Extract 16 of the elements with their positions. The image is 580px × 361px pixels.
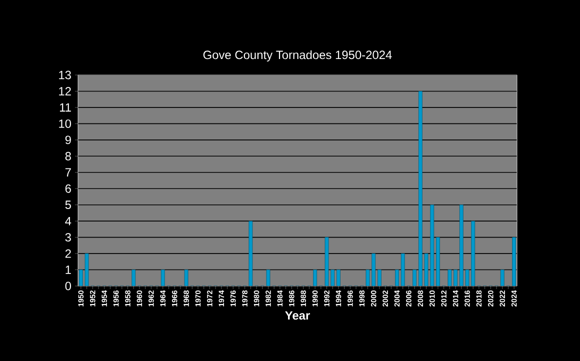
y-tick-label: 1 (66, 266, 71, 274)
y-tick-label: 4 (65, 216, 72, 226)
y-tick-label: 6 (65, 184, 71, 193)
chart-title: Gove County Tornadoes 1950-2024 (203, 50, 392, 62)
y-tick-label: 10 (59, 119, 72, 128)
y-tick-label: 7 (65, 168, 71, 176)
y-tick-label: 3 (65, 233, 71, 242)
y-tick-label: 2 (65, 249, 71, 258)
y-tick-label: 12 (59, 87, 71, 96)
y-tick-label: 11 (60, 103, 71, 112)
y-tick-label: 0 (65, 282, 72, 290)
y-tick-label: 8 (65, 152, 71, 160)
y-tick-label: 5 (65, 200, 71, 210)
y-tick-label: 13 (59, 70, 71, 80)
y-tick-label: 9 (65, 136, 71, 144)
x-axis-title: Year (285, 311, 310, 320)
